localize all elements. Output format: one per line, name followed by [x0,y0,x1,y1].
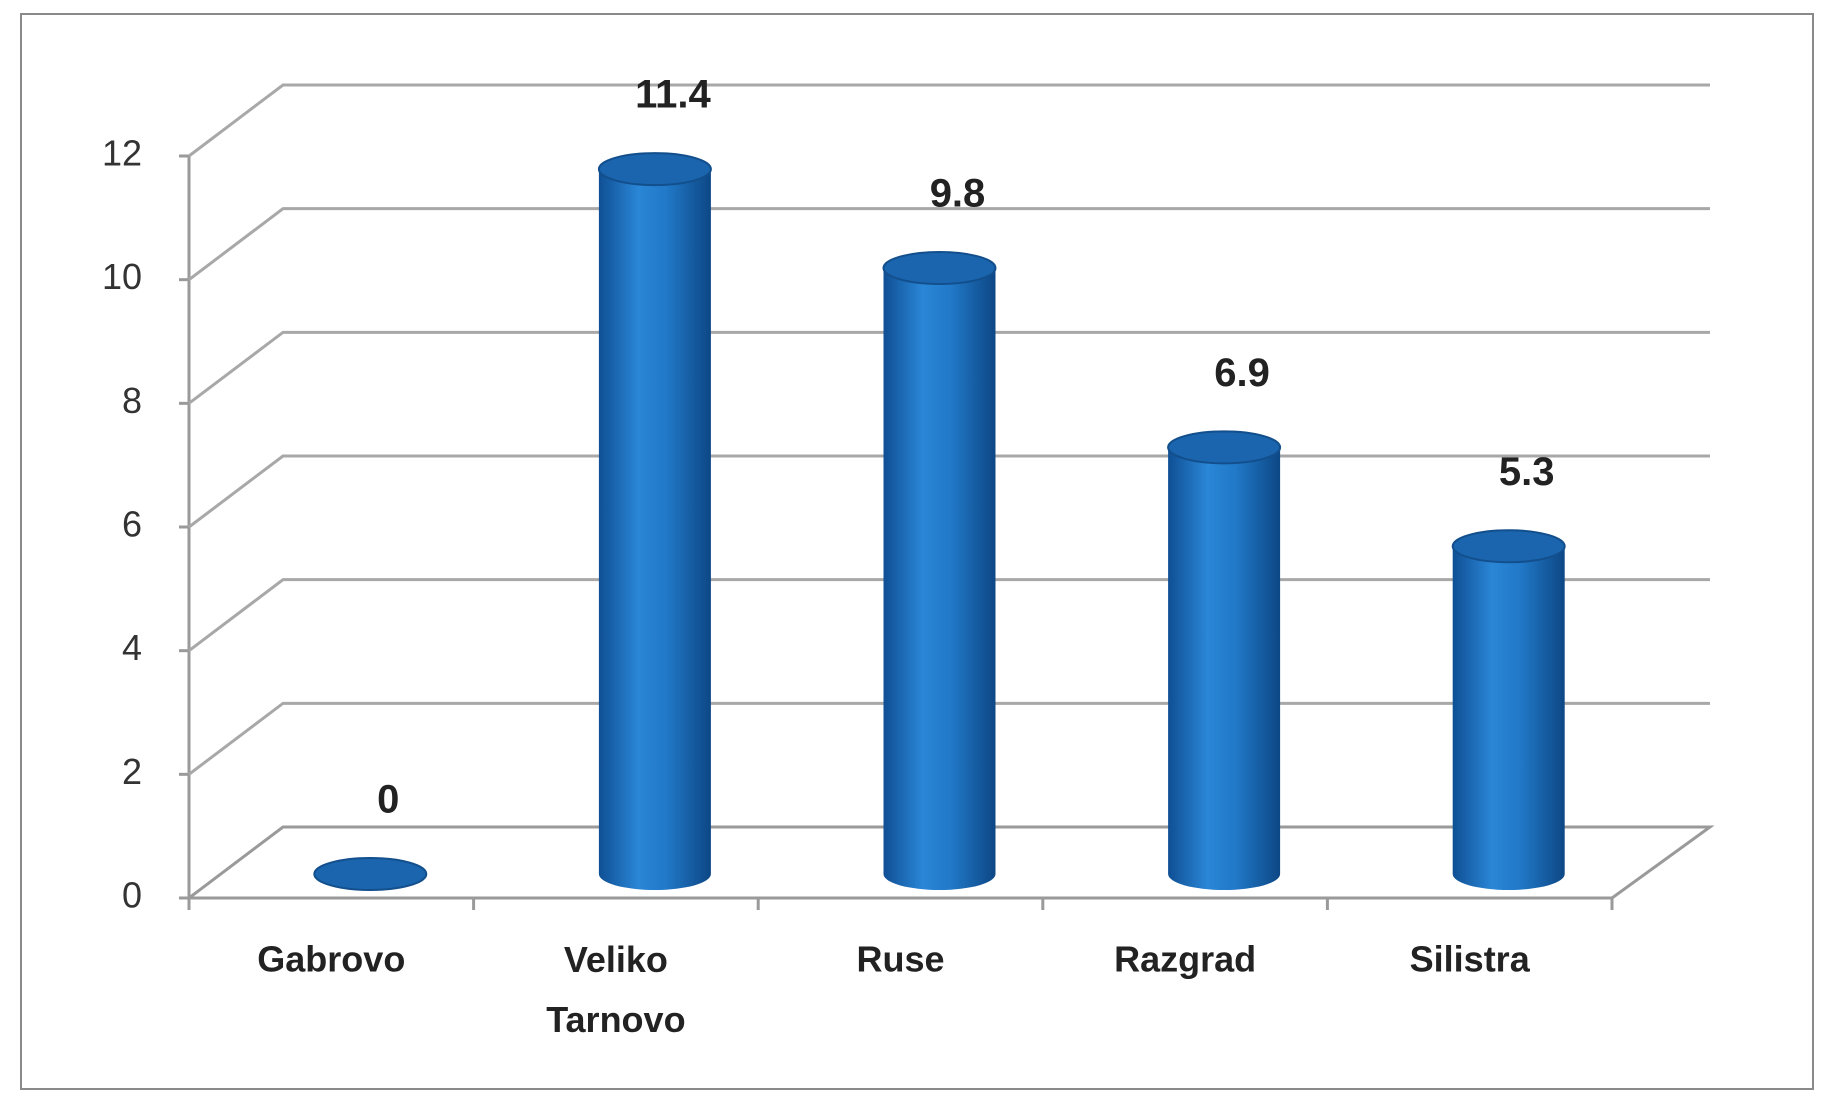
cylinder-top [882,251,997,286]
frame [20,13,1814,1090]
cylinder-top [1451,529,1566,564]
x-tick-label: Razgrad [1114,939,1256,980]
y-tick-label: 2 [122,751,142,792]
y-tick-label: 8 [122,380,142,421]
cylinder-top [597,152,712,187]
cylinder-top [1167,430,1282,465]
data-label: 6.9 [1214,351,1270,395]
x-tick-label: Silistra [1410,939,1531,980]
y-tick-label: 12 [102,133,142,174]
grid-line [188,330,1710,405]
x-tick-label: Veliko Tarnovo [546,939,685,1040]
y-tick-label: 6 [122,504,142,545]
cylinder-body [598,169,711,891]
data-label: 0 [377,778,399,822]
cylinder-body [1168,447,1281,890]
x-tick-label: Ruse [856,939,944,980]
data-label: 5.3 [1499,450,1555,494]
data-label: 9.8 [930,172,986,216]
cylinder-top [313,857,428,891]
grid-line [188,207,1710,281]
y-tick-label: 0 [122,875,142,916]
y-tick-label: 10 [102,256,142,297]
grid-line [188,83,1710,158]
y-tick-label: 4 [122,627,142,668]
cylinder-body [1452,546,1565,890]
x-tick-label: Gabrovo [257,939,405,980]
cylinder-body [883,268,996,890]
data-label: 11.4 [635,73,711,117]
